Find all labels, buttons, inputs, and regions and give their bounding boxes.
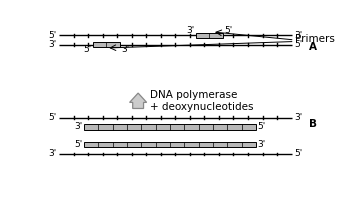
Text: 3': 3' [257,140,266,149]
Bar [93,42,119,47]
Text: A: A [309,42,317,52]
Text: DNA polymerase
+ deoxynucleotides: DNA polymerase + deoxynucleotides [150,90,253,112]
Text: B: B [309,119,317,129]
Polygon shape [130,93,147,108]
Text: 3': 3' [186,26,195,35]
Bar [196,33,223,38]
Text: 5': 5' [74,140,82,149]
Text: 3': 3' [48,40,57,49]
Text: 5': 5' [257,122,266,131]
Text: 3': 3' [74,122,82,131]
Text: 3': 3' [294,113,302,122]
Text: Primers: Primers [295,34,335,44]
Text: 5': 5' [294,149,302,158]
Text: 5': 5' [294,40,302,49]
Text: 3': 3' [121,45,129,54]
Bar [84,142,256,147]
Text: 3': 3' [294,31,302,40]
Text: 5': 5' [224,26,232,35]
Bar [84,124,256,130]
Text: 3': 3' [48,149,57,158]
Text: 5': 5' [48,113,57,122]
Text: 5': 5' [48,31,57,40]
Text: 5': 5' [83,45,92,54]
